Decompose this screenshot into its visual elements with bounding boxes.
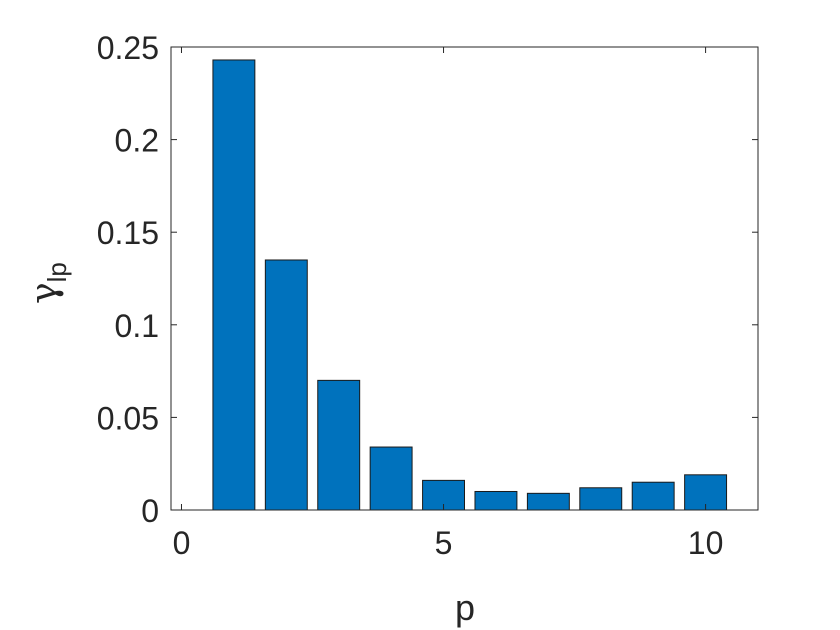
y-axis-label: γlp (24, 262, 72, 304)
bar-p8 (579, 487, 623, 511)
y-tick-label: 0.15 (97, 215, 159, 251)
y-axis-label-main: γ (24, 282, 65, 304)
x-axis-ticks: 0 5 10 (173, 47, 724, 561)
y-axis-ticks: 0 0.05 0.1 0.15 0.2 0.25 (97, 30, 758, 529)
bar-p2 (264, 259, 308, 511)
x-tick-label: 0 (173, 525, 191, 561)
bar-p9 (631, 481, 675, 511)
y-tick-label: 0.2 (115, 123, 159, 159)
x-axis-label: p (455, 587, 475, 628)
y-tick-label: 0.25 (97, 30, 159, 66)
bar-p1 (212, 59, 256, 511)
bar-p4 (369, 446, 413, 511)
bar-p7 (526, 492, 570, 511)
bars-group (212, 59, 728, 511)
y-axis-label-subscript: lp (42, 262, 72, 282)
axes-box (170, 46, 759, 511)
bar-p6 (474, 490, 518, 511)
y-tick-label: 0 (141, 493, 159, 529)
x-tick-label: 5 (435, 525, 453, 561)
y-tick-label: 0.05 (97, 400, 159, 436)
x-tick-label: 10 (688, 525, 724, 561)
svg-text:γlp: γlp (24, 262, 72, 304)
y-tick-label: 0.1 (115, 308, 159, 344)
bar-p3 (317, 379, 361, 511)
